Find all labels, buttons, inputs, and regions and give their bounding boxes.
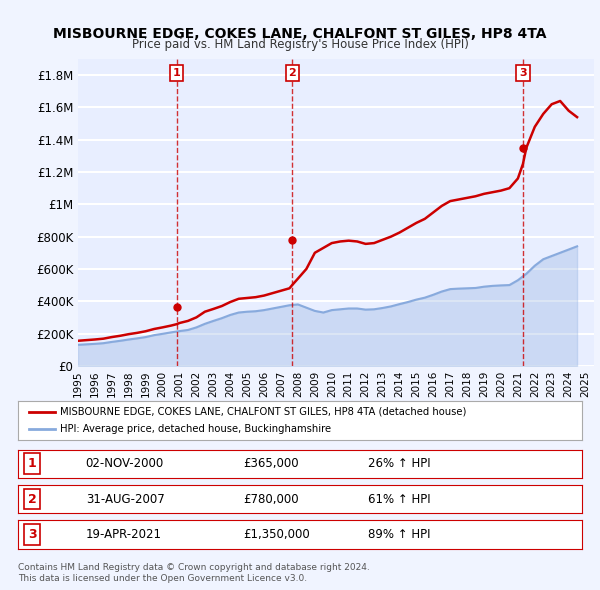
Text: 1: 1 bbox=[173, 68, 181, 78]
Text: MISBOURNE EDGE, COKES LANE, CHALFONT ST GILES, HP8 4TA: MISBOURNE EDGE, COKES LANE, CHALFONT ST … bbox=[53, 27, 547, 41]
Text: 02-NOV-2000: 02-NOV-2000 bbox=[86, 457, 164, 470]
Text: 26% ↑ HPI: 26% ↑ HPI bbox=[368, 457, 430, 470]
Text: 89% ↑ HPI: 89% ↑ HPI bbox=[368, 528, 430, 541]
Text: £1,350,000: £1,350,000 bbox=[244, 528, 310, 541]
Text: 2: 2 bbox=[289, 68, 296, 78]
Text: 2: 2 bbox=[28, 493, 37, 506]
Text: 19-APR-2021: 19-APR-2021 bbox=[86, 528, 161, 541]
Text: 1: 1 bbox=[28, 457, 37, 470]
Text: HPI: Average price, detached house, Buckinghamshire: HPI: Average price, detached house, Buck… bbox=[60, 424, 331, 434]
Text: MISBOURNE EDGE, COKES LANE, CHALFONT ST GILES, HP8 4TA (detached house): MISBOURNE EDGE, COKES LANE, CHALFONT ST … bbox=[60, 407, 467, 417]
Text: 3: 3 bbox=[28, 528, 37, 541]
Text: Contains HM Land Registry data © Crown copyright and database right 2024.
This d: Contains HM Land Registry data © Crown c… bbox=[18, 563, 370, 583]
Text: 31-AUG-2007: 31-AUG-2007 bbox=[86, 493, 164, 506]
Text: 3: 3 bbox=[519, 68, 527, 78]
Text: £365,000: £365,000 bbox=[244, 457, 299, 470]
Text: 61% ↑ HPI: 61% ↑ HPI bbox=[368, 493, 430, 506]
Text: Price paid vs. HM Land Registry's House Price Index (HPI): Price paid vs. HM Land Registry's House … bbox=[131, 38, 469, 51]
Text: £780,000: £780,000 bbox=[244, 493, 299, 506]
